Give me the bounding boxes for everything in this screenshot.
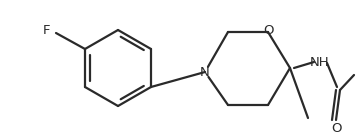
Text: O: O xyxy=(332,122,342,135)
Text: O: O xyxy=(263,25,273,38)
Text: N: N xyxy=(200,65,210,79)
Text: NH: NH xyxy=(310,55,330,68)
Text: F: F xyxy=(42,24,50,36)
